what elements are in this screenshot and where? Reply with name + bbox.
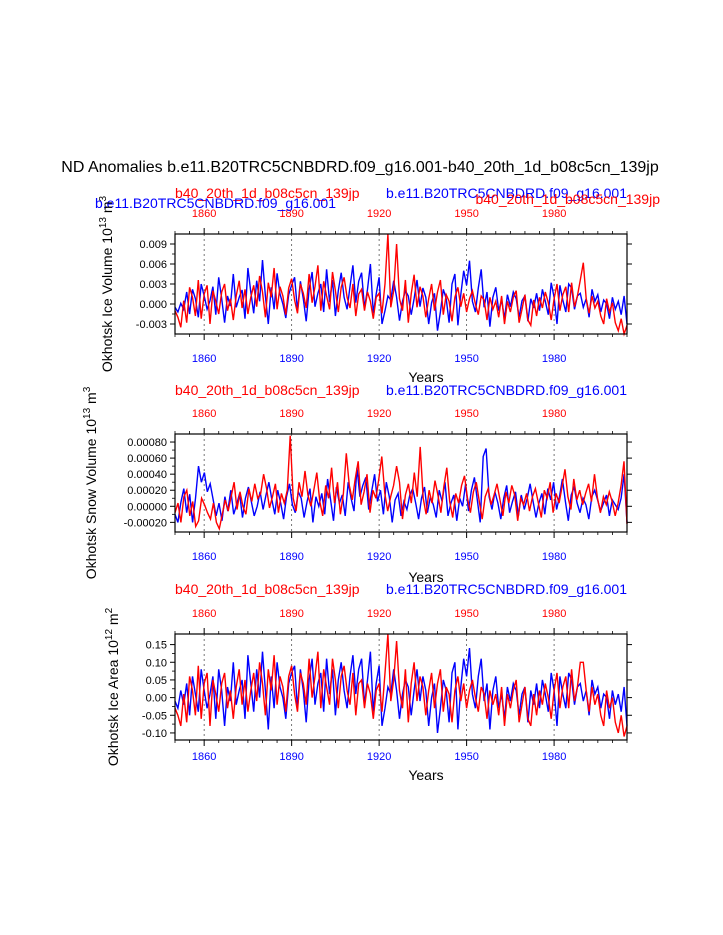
y-tick-label: 0.00000	[127, 501, 167, 513]
y-tick-label: -0.00020	[124, 517, 167, 529]
figure-title: ND Anomalies b.e11.B20TRC5CNBDRD.f09_g16…	[61, 159, 659, 176]
x-tick-label-bottom: 1980	[542, 353, 566, 365]
x-tick-label-top: 1920	[367, 408, 391, 420]
y-tick-label: 0.00020	[127, 485, 167, 497]
y-tick-label: -0.05	[142, 710, 167, 722]
x-tick-label-top: 1860	[192, 208, 216, 220]
y-tick-label: 0.10	[146, 657, 167, 669]
x-tick-label-bottom: 1920	[367, 551, 391, 563]
y-axis-label-part: Okhotsk Snow Volume 10	[83, 419, 99, 580]
y-axis-label-part: Okhotsk Ice Volume 10	[99, 228, 115, 372]
x-tick-label-bottom: 1860	[192, 751, 216, 763]
x-tick-label-bottom: 1950	[454, 751, 478, 763]
x-tick-label-top: 1860	[192, 408, 216, 420]
x-axis-label: Years	[408, 569, 443, 585]
x-tick-label-top: 1890	[279, 608, 303, 620]
y-tick-label: 0.009	[139, 239, 167, 251]
x-tick-label-bottom: 1920	[367, 353, 391, 365]
x-tick-label-top: 1980	[542, 608, 566, 620]
series-line-run2	[174, 633, 628, 737]
x-tick-label-top: 1950	[454, 408, 478, 420]
x-tick-label-top: 1860	[192, 608, 216, 620]
y-axis-label-part: 3	[82, 386, 93, 392]
header-left: b40_20th_1d_b08c5cn_139jp	[175, 581, 360, 597]
plot-frame	[174, 633, 628, 741]
panel-ice-volume: -0.003 0.000 0.003 0.006 0.009 1860 1860 1890 18…	[95, 185, 660, 385]
y-axis-label: Okhotsk Snow Volume 1013 m3	[82, 386, 99, 579]
series-line-run1	[174, 259, 628, 331]
x-tick-label-top: 1950	[454, 208, 478, 220]
y-tick-label: 0.00060	[127, 453, 167, 465]
header-left: b40_20th_1d_b08c5cn_139jp	[175, 382, 360, 398]
header-left: b40_20th_1d_b08c5cn_139jp	[175, 185, 360, 201]
y-tick-label: 0.00040	[127, 469, 167, 481]
x-tick-label-top: 1980	[542, 208, 566, 220]
x-tick-label-top: 1920	[367, 608, 391, 620]
plot-frame	[174, 233, 628, 335]
series-line-run2	[174, 435, 628, 532]
y-axis-label: Okhotsk Ice Volume 1013 m3	[98, 195, 115, 372]
panel-ice-area: -0.10 -0.05 0.00 0.05 0.10 0.15 1860 1860 1890 18…	[104, 581, 632, 783]
panel-snow-volume: -0.00020 0.00000 0.00020 0.00040 0.00060 0.00…	[82, 382, 632, 585]
y-axis-label-part: m	[83, 392, 99, 408]
y-tick-label: 0.003	[139, 279, 167, 291]
y-axis-label-part: 3	[98, 195, 109, 201]
y-tick-label: -0.10	[142, 728, 167, 740]
x-tick-label-bottom: 1950	[454, 353, 478, 365]
series-line-run1	[174, 448, 628, 523]
y-axis-label-part: Okhotsk Ice Area 10	[105, 640, 121, 766]
y-axis-label-part: 2	[104, 607, 115, 613]
series-line-run1	[174, 648, 628, 733]
header-right-extra: b40_20th_1d_b08c5cn_139jp	[475, 191, 660, 207]
x-tick-label-top: 1920	[367, 208, 391, 220]
x-tick-label-top: 1980	[542, 408, 566, 420]
x-axis-label: Years	[408, 369, 443, 385]
y-axis-label: Okhotsk Ice Area 1012 m2	[104, 607, 121, 766]
x-tick-label-bottom: 1920	[367, 751, 391, 763]
x-tick-label-bottom: 1980	[542, 551, 566, 563]
y-tick-label: 0.00080	[127, 437, 167, 449]
y-axis-label-part: 12	[104, 629, 115, 641]
y-tick-label: 0.00	[146, 693, 167, 705]
series-line-run2	[174, 233, 628, 337]
y-tick-label: 0.006	[139, 259, 167, 271]
y-axis-label-part: 13	[98, 217, 109, 229]
x-axis-label: Years	[408, 767, 443, 783]
x-tick-label-bottom: 1980	[542, 751, 566, 763]
x-tick-label-bottom: 1860	[192, 353, 216, 365]
x-tick-label-bottom: 1950	[454, 551, 478, 563]
y-tick-label: -0.003	[136, 319, 167, 331]
x-tick-label-bottom: 1890	[279, 353, 303, 365]
y-tick-label: 0.05	[146, 675, 167, 687]
x-tick-label-bottom: 1890	[279, 551, 303, 563]
x-tick-label-top: 1950	[454, 608, 478, 620]
header-right: b.e11.B20TRC5CNBDRD.f09_g16.001	[386, 581, 627, 597]
x-tick-label-bottom: 1890	[279, 751, 303, 763]
x-tick-label-bottom: 1860	[192, 551, 216, 563]
x-tick-label-top: 1890	[279, 408, 303, 420]
y-axis-label-part: m	[99, 201, 115, 217]
plot-frame	[174, 433, 628, 533]
y-axis-label-part: 13	[82, 407, 93, 419]
x-tick-label-top: 1890	[279, 208, 303, 220]
header-left-extra: b.e11.B20TRC5CNBDRD.f09_g16.001	[95, 195, 336, 211]
header-right: b.e11.B20TRC5CNBDRD.f09_g16.001	[386, 382, 627, 398]
y-tick-label: 0.15	[146, 640, 167, 652]
y-axis-label-part: m	[105, 613, 121, 629]
header-right: b.e11.B20TRC5CNBDRD.f09_g16.001	[386, 185, 627, 201]
y-tick-label: 0.000	[139, 299, 167, 311]
